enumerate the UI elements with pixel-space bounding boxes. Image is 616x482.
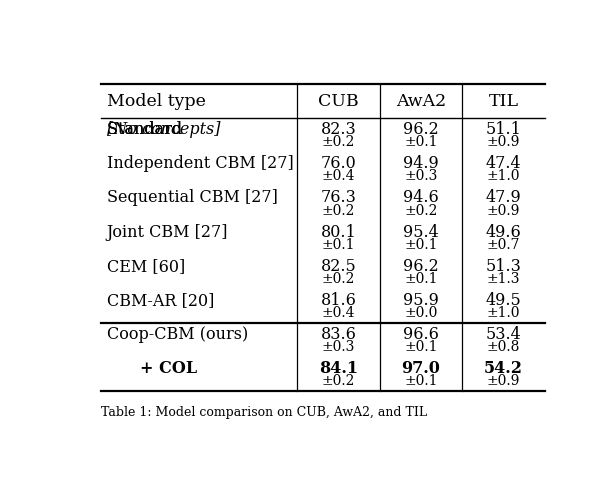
Text: 76.0: 76.0 — [320, 155, 356, 172]
Text: Independent CBM [27]: Independent CBM [27] — [107, 155, 293, 172]
Text: 80.1: 80.1 — [320, 224, 356, 241]
Text: 96.2: 96.2 — [403, 121, 439, 138]
Text: ±0.4: ±0.4 — [322, 169, 355, 183]
Text: ±0.2: ±0.2 — [322, 135, 355, 149]
Text: 53.4: 53.4 — [485, 326, 522, 343]
Text: 97.0: 97.0 — [402, 360, 440, 377]
Text: Standard: Standard — [107, 121, 187, 138]
Text: Standard: Standard — [107, 121, 187, 138]
Text: [No concepts]: [No concepts] — [107, 121, 221, 138]
Text: 95.4: 95.4 — [403, 224, 439, 241]
Text: ±0.8: ±0.8 — [487, 340, 521, 354]
Text: 49.5: 49.5 — [485, 292, 522, 309]
Text: ±0.1: ±0.1 — [404, 135, 438, 149]
Text: 76.3: 76.3 — [320, 189, 357, 206]
Text: ±0.2: ±0.2 — [322, 203, 355, 217]
Text: CBM-AR [20]: CBM-AR [20] — [107, 292, 214, 309]
Text: ±0.9: ±0.9 — [487, 203, 521, 217]
Text: AwA2: AwA2 — [396, 93, 446, 109]
Text: Coop-CBM (ours): Coop-CBM (ours) — [107, 326, 248, 343]
Text: 84.1: 84.1 — [319, 360, 358, 377]
Text: Joint CBM [27]: Joint CBM [27] — [107, 224, 228, 241]
Text: 54.2: 54.2 — [484, 360, 523, 377]
Text: Standard: Standard — [0, 481, 1, 482]
Text: 49.6: 49.6 — [485, 224, 522, 241]
Text: 82.3: 82.3 — [320, 121, 356, 138]
Text: ±1.0: ±1.0 — [487, 169, 521, 183]
Text: Standard: Standard — [107, 121, 187, 138]
Text: ±0.4: ±0.4 — [322, 306, 355, 320]
Text: ±0.1: ±0.1 — [404, 272, 438, 286]
Text: 96.2: 96.2 — [403, 258, 439, 275]
Text: CUB: CUB — [318, 93, 359, 109]
Text: ±1.3: ±1.3 — [487, 272, 521, 286]
Text: 94.6: 94.6 — [403, 189, 439, 206]
Text: ±0.2: ±0.2 — [322, 374, 355, 388]
Text: ±0.3: ±0.3 — [404, 169, 438, 183]
Text: ±0.3: ±0.3 — [322, 340, 355, 354]
Text: ±0.1: ±0.1 — [322, 238, 355, 252]
Text: ±0.7: ±0.7 — [487, 238, 521, 252]
Text: 95.9: 95.9 — [403, 292, 439, 309]
Text: Table 1: Model comparison on CUB, AwA2, and TIL: Table 1: Model comparison on CUB, AwA2, … — [101, 406, 427, 419]
Text: ±0.1: ±0.1 — [404, 374, 438, 388]
Text: 83.6: 83.6 — [320, 326, 357, 343]
Text: 81.6: 81.6 — [320, 292, 357, 309]
Text: ±0.1: ±0.1 — [404, 340, 438, 354]
Text: 47.9: 47.9 — [485, 189, 522, 206]
Text: ±1.0: ±1.0 — [487, 306, 521, 320]
Text: ±0.0: ±0.0 — [404, 306, 438, 320]
Text: 94.9: 94.9 — [403, 155, 439, 172]
Text: ±0.2: ±0.2 — [404, 203, 438, 217]
Text: 51.1: 51.1 — [485, 121, 522, 138]
Text: ±0.2: ±0.2 — [322, 272, 355, 286]
Text: 82.5: 82.5 — [320, 258, 356, 275]
Text: Sequential CBM [27]: Sequential CBM [27] — [107, 189, 277, 206]
Text: Model type: Model type — [107, 93, 206, 109]
Text: 51.3: 51.3 — [485, 258, 522, 275]
Text: ±0.9: ±0.9 — [487, 374, 521, 388]
Text: 96.6: 96.6 — [403, 326, 439, 343]
Text: 47.4: 47.4 — [486, 155, 521, 172]
Text: TIL: TIL — [488, 93, 519, 109]
Text: Standard: Standard — [0, 481, 1, 482]
Text: ±0.1: ±0.1 — [404, 238, 438, 252]
Text: + COL: + COL — [140, 360, 197, 377]
Text: ±0.9: ±0.9 — [487, 135, 521, 149]
Text: CEM [60]: CEM [60] — [107, 258, 185, 275]
